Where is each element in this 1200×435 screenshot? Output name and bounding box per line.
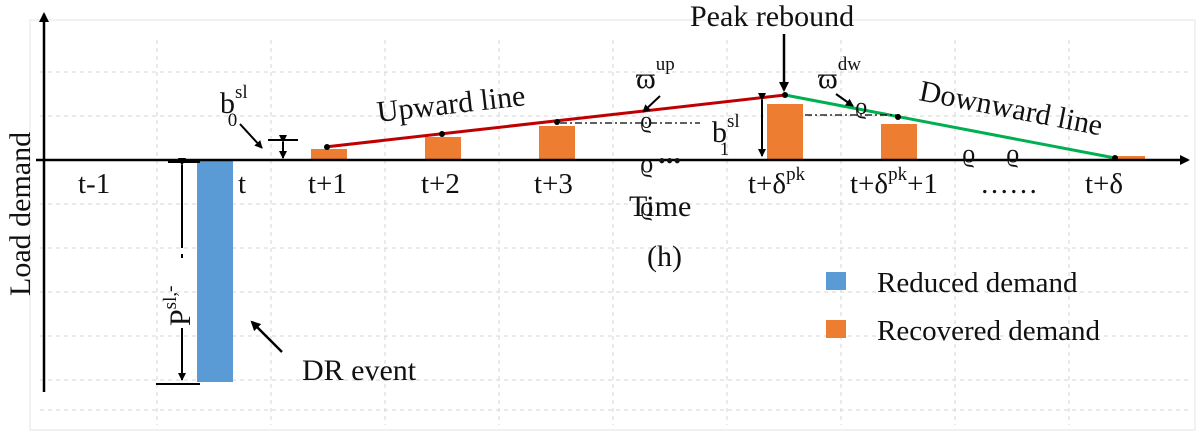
grid [40,40,1190,425]
legend: Reduced demand Recovered demand [826,267,1101,347]
b-sl-0-label: bsl 0 [220,82,248,131]
dr-event-arrow [250,320,283,353]
reduced-demand-bar [197,160,233,382]
legend-swatch-recovered [826,320,846,338]
tick-t-plus-3: t+3 [534,168,573,200]
mid-ellipsis-glyph-1: ϱ [640,149,653,178]
downward-ellipsis-glyph-1: ϱ [962,139,975,168]
upward-line-label: Upward line [375,79,527,129]
varpi-dw-label: ϖdw [818,54,861,95]
downward-ellipsis-glyph-2: ϱ [1006,139,1019,168]
y-axis-label: Load demand [4,132,37,296]
x-axis-label-unit: (h) [647,240,682,273]
tick-t-plus-delta-pk-plus-1: t+δpk+1 [850,164,938,200]
legend-label-recovered: Recovered demand [877,315,1101,347]
varpi-up-angle-glyph: ϱ [640,108,652,134]
recovered-bar-t2 [425,137,461,160]
varpi-dw-arrow [835,93,854,107]
b-sl-0-pointer [239,123,263,149]
recovered-bar-peak [767,104,803,160]
downward-line [784,93,1116,160]
b-sl-1-label: bsl 1 [712,111,740,160]
tick-t-minus-1: t-1 [78,168,110,200]
recovered-bar-end [1109,156,1145,160]
recovered-bar-t1 [311,149,347,160]
varpi-up-arrow [642,95,661,113]
legend-label-reduced: Reduced demand [877,267,1078,299]
p-sl-label: Psl,- [160,286,197,326]
x-axis-label-time: Time [629,190,691,223]
downward-line-label: Downward line [917,74,1106,142]
tick-t: t [238,168,246,200]
tick-ellipsis: …… [980,168,1038,200]
mid-ellipsis-glyph-2: ϱ [640,192,653,221]
plot-frame [29,19,1196,431]
varpi-dw-angle-glyph: ϱ [855,94,867,120]
tick-t-plus-1: t+1 [308,168,347,200]
legend-swatch-reduced [826,272,846,290]
varpi-up-label: ϖup [636,54,675,95]
peak-rebound-label: Peak rebound [690,0,854,33]
mid-ellipsis: ••• [658,148,681,173]
dr-event-label: DR event [302,354,417,387]
recovered-bar-t3 [539,126,575,160]
tick-t-plus-delta-pk: t+δpk [748,164,806,200]
tick-t-plus-delta: t+δ [1085,168,1123,200]
tick-t-plus-2: t+2 [421,168,460,200]
recovered-bar-peak-plus-1 [881,124,917,160]
